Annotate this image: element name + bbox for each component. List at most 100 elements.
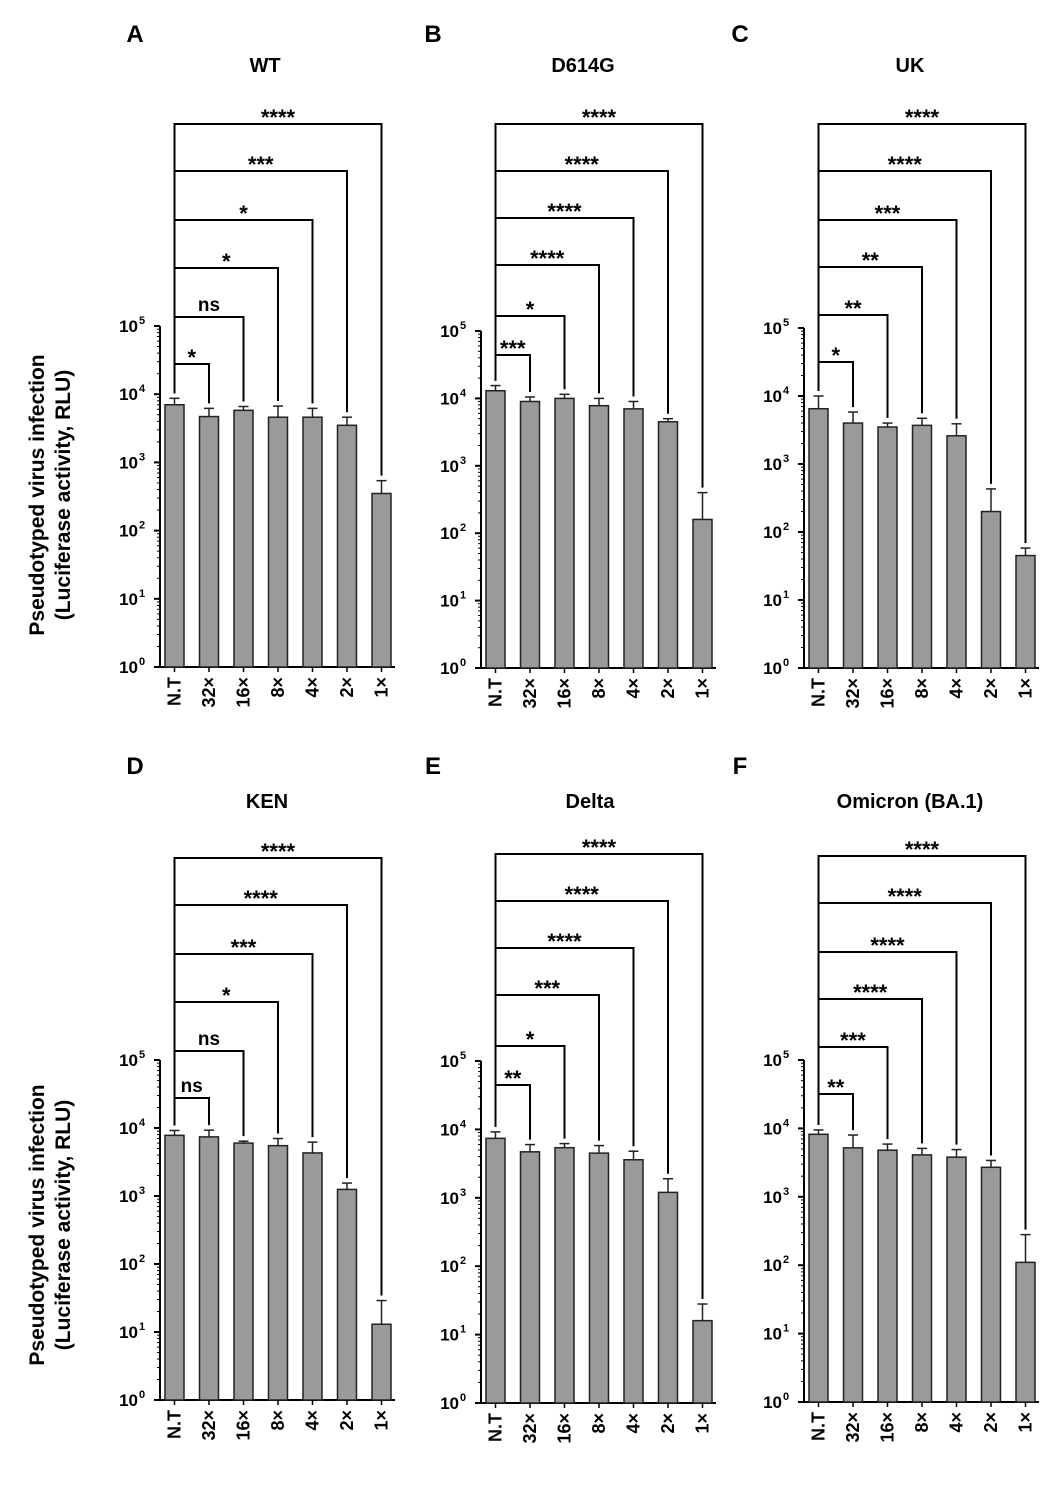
chart-title: Delta: [566, 791, 616, 813]
y-tick-label: 10: [119, 385, 138, 404]
bar: [198, 415, 220, 668]
bar: [623, 408, 644, 669]
y-tick-exponent: 1: [783, 1323, 789, 1335]
y-tick-exponent: 4: [783, 1117, 790, 1129]
x-tick-label: 16×: [234, 1410, 254, 1441]
x-tick-label: 1×: [693, 678, 713, 699]
bar: [233, 1142, 254, 1401]
significance-label: **: [827, 1075, 845, 1100]
panel-letter: C: [731, 21, 748, 48]
significance-label: **: [862, 248, 880, 273]
bar: [554, 1146, 575, 1404]
bar: [519, 400, 541, 669]
significance-label: ****: [530, 246, 565, 271]
significance-label: ****: [905, 837, 940, 862]
x-tick-label: 32×: [843, 678, 863, 709]
y-tick-label: 10: [119, 1119, 138, 1138]
bar: [336, 424, 358, 668]
significance-bracket: [817, 855, 1027, 1230]
y-tick-label: 10: [119, 1391, 138, 1410]
x-tick-label: 4×: [947, 678, 967, 699]
x-tick-label: 8×: [912, 678, 932, 699]
bar: [911, 424, 933, 669]
panel-letter: E: [425, 753, 441, 780]
bar: [371, 1323, 392, 1401]
significance-bracket: [817, 998, 923, 1144]
significance-label: ***: [875, 201, 901, 226]
bar: [267, 416, 289, 668]
significance-label: ****: [261, 839, 296, 864]
bar: [657, 1191, 679, 1404]
significance-label: ***: [248, 152, 274, 177]
y-tick-label: 10: [119, 453, 138, 472]
significance-label: ****: [547, 929, 582, 954]
y-tick-label: 10: [119, 317, 138, 336]
bar: [808, 1133, 829, 1403]
y-tick-label: 10: [440, 1394, 459, 1413]
chart-title: Omicron (BA.1): [837, 791, 984, 813]
y-tick-label: 10: [440, 1189, 459, 1208]
significance-label: ****: [244, 886, 279, 911]
significance-label: ****: [870, 933, 905, 958]
significance-bracket: [494, 900, 669, 1174]
bar: [302, 1152, 323, 1401]
y-tick-exponent: 5: [460, 320, 466, 332]
bar: [302, 416, 323, 668]
y-tick-exponent: 1: [460, 1324, 466, 1336]
significance-label: ns: [198, 1029, 220, 1050]
y-axis-label-top: Pseudotyped virus infection (Luciferase …: [26, 354, 75, 635]
bar: [946, 1156, 967, 1403]
significance-bracket: [494, 264, 600, 394]
chart-title: D614G: [551, 55, 614, 77]
x-tick-label: 4×: [303, 1410, 323, 1431]
x-tick-label: 16×: [555, 1413, 575, 1444]
y-tick-label: 10: [119, 590, 138, 609]
significance-label: ****: [905, 105, 940, 130]
bar: [519, 1151, 541, 1404]
y-tick-label: 10: [440, 1257, 459, 1276]
bar: [164, 404, 185, 668]
y-tick-label: 10: [440, 1120, 459, 1139]
x-tick-label: 16×: [234, 677, 254, 708]
bar: [588, 1152, 610, 1404]
significance-label: ns: [181, 1076, 203, 1097]
panel-letter: A: [126, 21, 143, 48]
y-tick-exponent: 5: [460, 1050, 466, 1062]
panel-letter: B: [424, 21, 441, 48]
chart-title: UK: [896, 55, 925, 77]
bar: [164, 1134, 185, 1401]
x-tick-label: 32×: [520, 1413, 540, 1444]
y-tick-label: 10: [763, 1256, 782, 1275]
y-tick-exponent: 2: [460, 522, 466, 534]
significance-label: ***: [500, 336, 526, 361]
y-tick-label: 10: [763, 659, 782, 678]
y-tick-exponent: 3: [460, 1187, 466, 1199]
bar: [657, 421, 679, 669]
y-tick-exponent: 2: [783, 521, 789, 533]
bar: [267, 1144, 289, 1401]
y-tick-exponent: 4: [460, 1118, 467, 1130]
y-tick-label: 10: [119, 658, 138, 677]
y-tick-exponent: 3: [460, 455, 466, 467]
bar: [842, 422, 864, 669]
y-tick-exponent: 3: [139, 451, 145, 463]
x-tick-label: N.T: [486, 1413, 506, 1442]
y-tick-label: 10: [440, 1326, 459, 1345]
significance-label: ns: [198, 295, 220, 316]
significance-bracket: [494, 1084, 531, 1140]
bar: [808, 407, 829, 669]
y-tick-exponent: 1: [139, 1321, 145, 1333]
x-tick-label: 1×: [372, 1410, 392, 1431]
y-tick-exponent: 3: [139, 1185, 145, 1197]
bar: [692, 1319, 713, 1404]
significance-label: *: [187, 345, 196, 370]
x-tick-label: 8×: [589, 678, 609, 699]
y-tick-label: 10: [119, 1051, 138, 1070]
significance-bracket: [494, 123, 704, 488]
y-tick-exponent: 2: [783, 1254, 789, 1266]
y-tick-exponent: 0: [460, 657, 466, 669]
